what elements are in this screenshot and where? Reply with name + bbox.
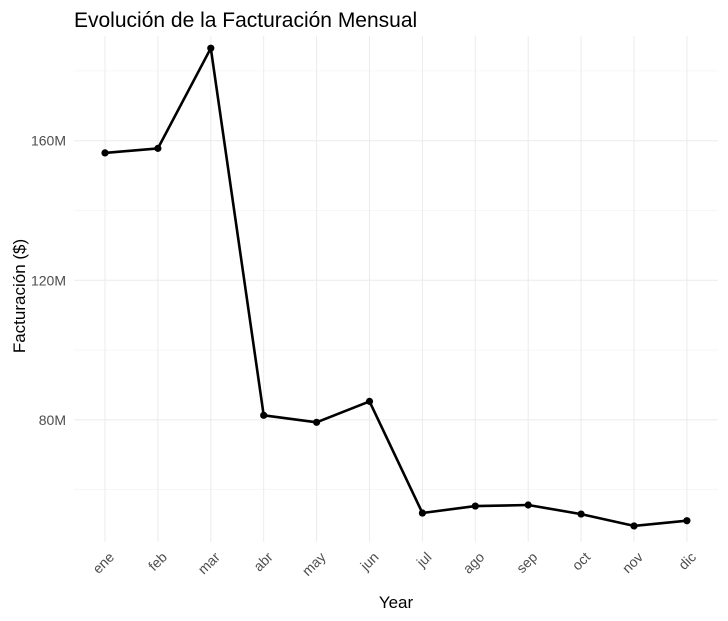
data-points: [101, 44, 691, 530]
data-point: [313, 418, 321, 426]
chart-title: Evolución de la Facturación Mensual: [74, 9, 417, 32]
data-point: [524, 501, 532, 509]
y-axis-title: Facturación ($): [10, 239, 29, 353]
data-point: [207, 44, 215, 52]
data-point: [418, 509, 426, 517]
data-point: [260, 411, 268, 419]
data-point: [577, 510, 585, 518]
data-point: [630, 522, 638, 530]
grid: [74, 36, 718, 542]
y-tick-label: 160M: [31, 133, 66, 149]
data-point: [365, 397, 374, 405]
data-point: [101, 149, 109, 157]
data-point: [683, 517, 691, 525]
x-axis-title: Year: [379, 593, 414, 612]
y-tick-label: 80M: [39, 412, 66, 428]
data-point: [471, 502, 479, 510]
y-tick-label: 120M: [31, 272, 66, 288]
data-point: [154, 144, 162, 152]
series-line-group: [103, 46, 689, 528]
y-axis-ticks: 80M 120M 160M: [31, 133, 66, 428]
series-line: [103, 46, 689, 528]
